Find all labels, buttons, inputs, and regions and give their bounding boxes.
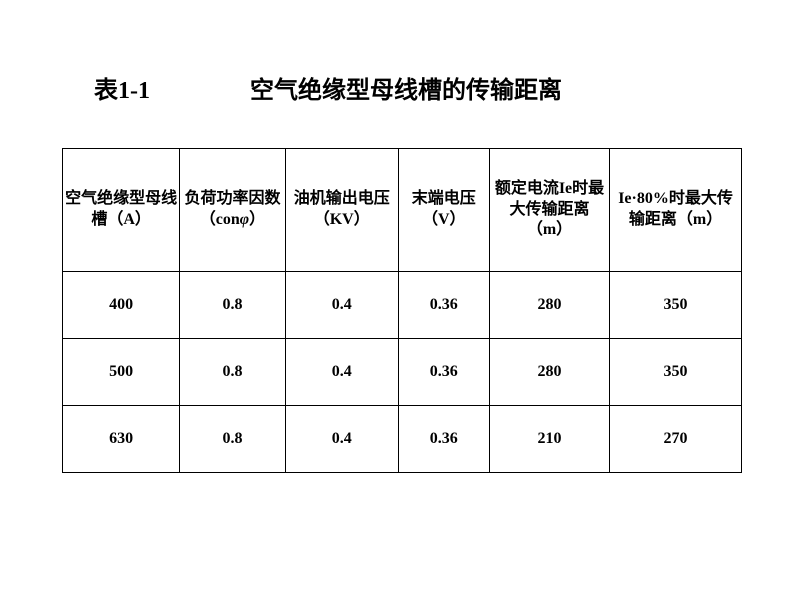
cell: 280 <box>489 272 609 339</box>
cell: 350 <box>610 272 742 339</box>
cell: 0.36 <box>398 272 489 339</box>
header-cell-4: 末端电压（V） <box>398 149 489 272</box>
cell: 210 <box>489 406 609 473</box>
cell: 350 <box>610 339 742 406</box>
cell: 0.36 <box>398 339 489 406</box>
table-row: 630 0.8 0.4 0.36 210 270 <box>63 406 742 473</box>
table-number: 表1-1 <box>94 70 150 105</box>
table-row: 500 0.8 0.4 0.36 280 350 <box>63 339 742 406</box>
cell: 0.36 <box>398 406 489 473</box>
data-table: 空气绝缘型母线槽（A） 负荷功率因数（conφ） 油机输出电压（KV） 末端电压… <box>62 148 742 473</box>
cell: 500 <box>63 339 180 406</box>
cell: 0.4 <box>285 406 398 473</box>
cell: 280 <box>489 339 609 406</box>
header-cell-6: Ie·80%时最大传输距离（m） <box>610 149 742 272</box>
header-cell-2: 负荷功率因数（conφ） <box>180 149 286 272</box>
header-cell-5: 额定电流Ie时最大传输距离（m） <box>489 149 609 272</box>
cell: 270 <box>610 406 742 473</box>
cell: 0.8 <box>180 272 286 339</box>
cell: 400 <box>63 272 180 339</box>
cell: 630 <box>63 406 180 473</box>
table-header-row: 空气绝缘型母线槽（A） 负荷功率因数（conφ） 油机输出电压（KV） 末端电压… <box>63 149 742 272</box>
cell: 0.8 <box>180 406 286 473</box>
header-cell-1: 空气绝缘型母线槽（A） <box>63 149 180 272</box>
table-row: 400 0.8 0.4 0.36 280 350 <box>63 272 742 339</box>
table-title: 空气绝缘型母线槽的传输距离 <box>250 70 562 105</box>
cell: 0.4 <box>285 339 398 406</box>
title-row: 表1-1 空气绝缘型母线槽的传输距离 <box>0 70 800 105</box>
cell: 0.4 <box>285 272 398 339</box>
header-cell-3: 油机输出电压（KV） <box>285 149 398 272</box>
cell: 0.8 <box>180 339 286 406</box>
